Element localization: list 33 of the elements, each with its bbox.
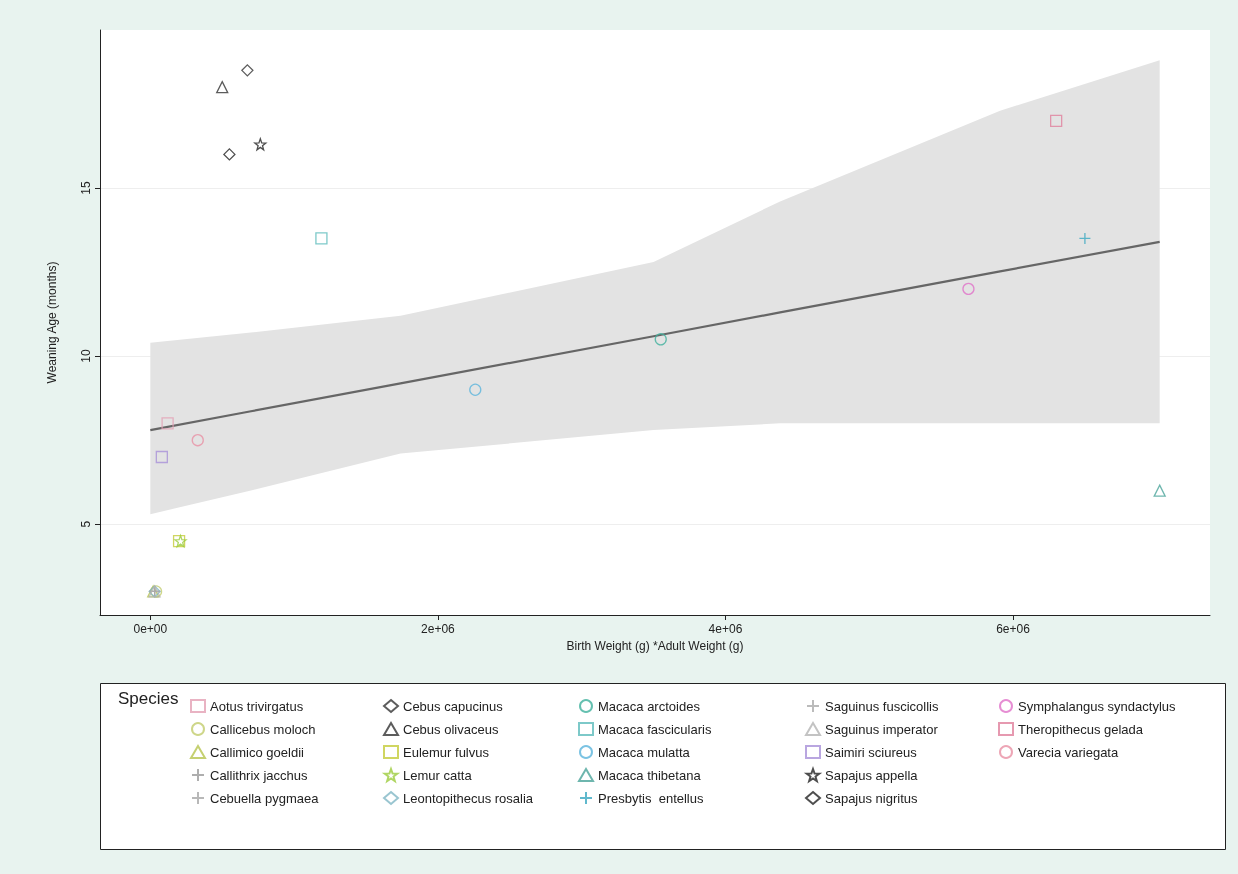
x-tick-label: 6e+06: [996, 622, 1031, 636]
legend-label: Callicebus moloch: [210, 721, 316, 737]
y-axis-title: Weaning Age (months): [45, 261, 59, 384]
legend-label: Leontopithecus rosalia: [403, 790, 534, 806]
legend-label: Callithrix jacchus: [210, 767, 309, 783]
x-axis-title: Birth Weight (g) *Adult Weight (g): [566, 638, 744, 653]
legend-label: Symphalangus syndactylus: [1018, 698, 1177, 714]
legend-label: Callimico goeldii: [210, 744, 305, 760]
legend-label: Cebus olivaceus: [403, 721, 499, 737]
x-tick-label: 2e+06: [421, 622, 456, 636]
legend-label: Saguinus imperator: [825, 721, 939, 737]
legend-label: Varecia variegata: [1018, 744, 1119, 760]
legend-title: Species: [118, 689, 179, 708]
legend-label: Macaca mulatta: [598, 744, 691, 760]
legend-label: Eulemur fulvus: [403, 744, 490, 760]
legend-label: Sapajus appella: [825, 767, 919, 783]
legend-label: Cebuella pygmaea: [210, 790, 320, 806]
legend-label: Aotus trivirgatus: [210, 698, 304, 714]
legend-label: Lemur catta: [403, 767, 473, 783]
y-tick-label: 5: [79, 520, 93, 528]
y-tick-label: 15: [79, 181, 93, 195]
legend-label: Theropithecus gelada: [1018, 721, 1144, 737]
x-tick-label: 0e+00: [133, 622, 168, 636]
legend-label: Cebus capucinus: [403, 698, 504, 714]
legend-label: Macaca arctoides: [598, 698, 701, 714]
legend-label: Sapajus nigritus: [825, 790, 918, 806]
legend-label: Macaca fascicularis: [598, 721, 712, 737]
x-tick-label: 4e+06: [708, 622, 743, 636]
legend-label: Presbytis entellus: [598, 790, 704, 806]
legend-label: Macaca thibetana: [598, 767, 702, 783]
legend-label: Saimiri sciureus: [825, 744, 918, 760]
legend-label: Saguinus fuscicollis: [825, 698, 939, 714]
y-tick-label: 10: [79, 349, 93, 363]
